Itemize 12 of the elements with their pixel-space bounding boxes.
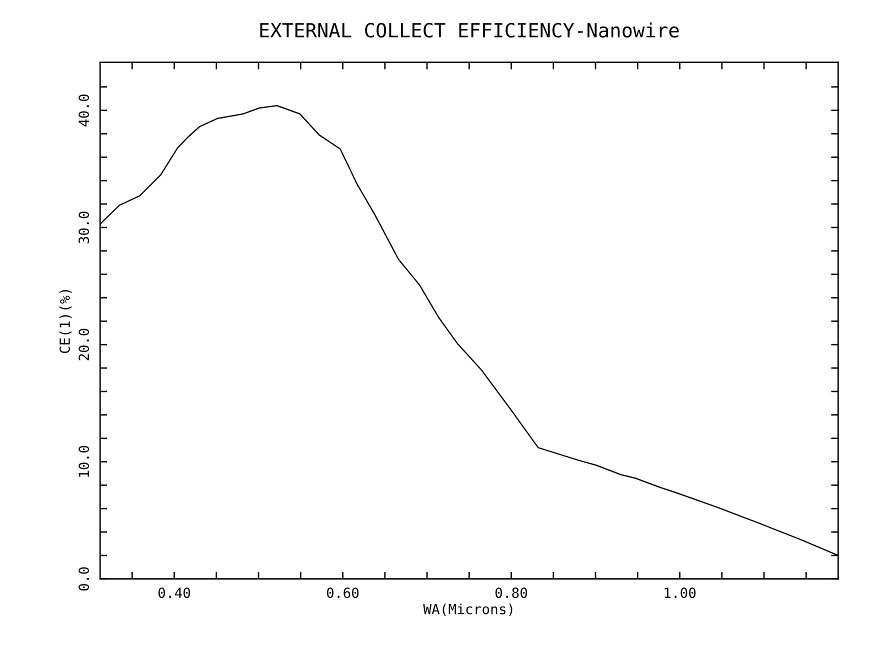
- y-tick-label: 40.0: [78, 94, 90, 126]
- x-tick-label: 1.00: [664, 588, 696, 598]
- x-tick-label: 0.80: [495, 588, 528, 598]
- y-tick-label: 30.0: [78, 212, 90, 244]
- x-tick-label: 0.40: [158, 588, 190, 598]
- y-tick-label: 20.0: [78, 328, 90, 360]
- y-axis-title: CE(1)(%): [59, 290, 72, 354]
- y-tick-label: 10.0: [78, 446, 90, 477]
- x-tick-label: 0.60: [326, 588, 359, 598]
- chart-title: EXTERNAL COLLECT EFFICIENCY-Nanowire: [260, 22, 679, 38]
- y-tick-label: 0.0: [78, 567, 90, 591]
- x-axis-title: WA(Microns): [423, 604, 512, 616]
